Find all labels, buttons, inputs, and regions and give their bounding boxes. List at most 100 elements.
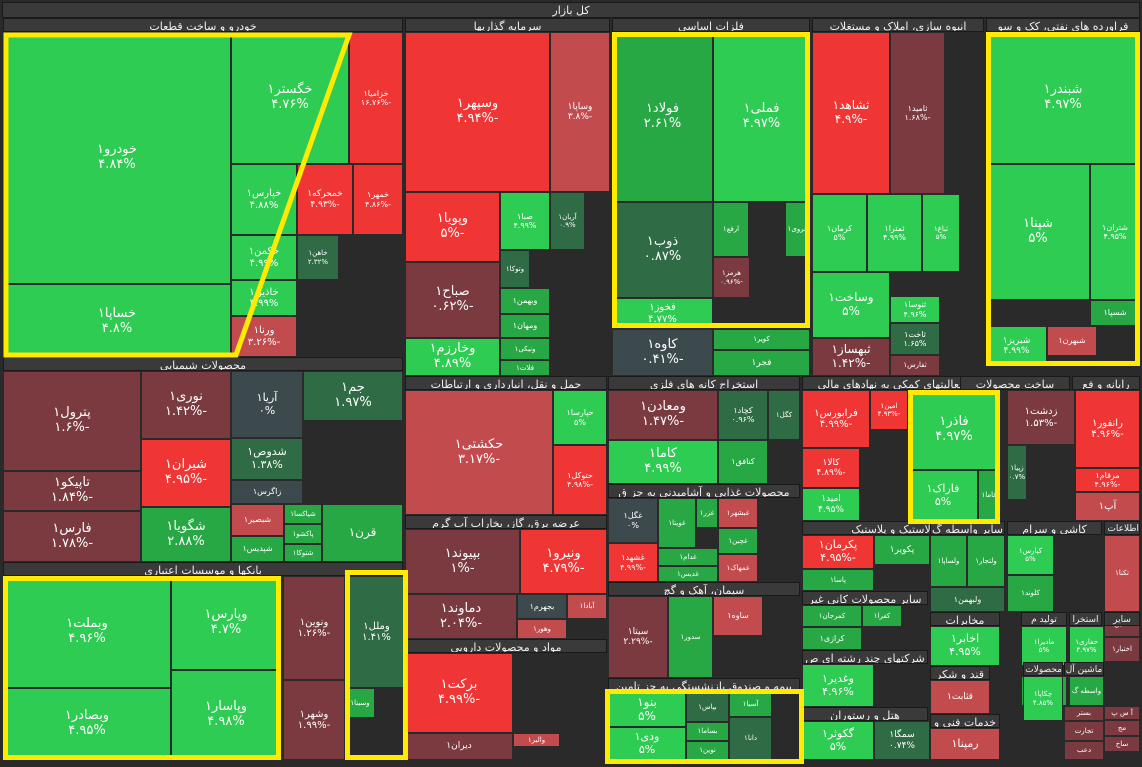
stock-tile[interactable]: وخارزم۱ ۴.۸۹%: [405, 338, 500, 376]
stock-tile[interactable]: ذوب۱ ۰.۸۷%: [612, 202, 713, 298]
stock-tile[interactable]: تکنا۱: [1104, 535, 1140, 612]
stock-tile[interactable]: کالا۱ -۴.۸۹%: [802, 448, 860, 488]
stock-tile[interactable]: ثاخت۱ ۱.۶۵%: [890, 323, 940, 355]
stock-tile[interactable]: کفرا۱: [862, 605, 902, 627]
stock-tile[interactable]: تاپیکو۱ -۱.۸۴%: [3, 471, 141, 511]
stock-tile[interactable]: فاما۱: [978, 470, 1000, 521]
stock-tile[interactable]: زاگرس۱: [231, 480, 303, 504]
stock-tile[interactable]: ومعادن۱ -۱.۴۷%: [608, 390, 718, 440]
stock-tile[interactable]: امید۱ ۴.۹۵%: [802, 488, 860, 521]
stock-tile[interactable]: مادیرا۱ ۵%: [1021, 626, 1067, 666]
stock-tile[interactable]: کگل۱: [768, 390, 800, 440]
stock-tile[interactable]: امین۱ -۴.۹۳%: [870, 390, 908, 430]
stock-tile[interactable]: غچین۱: [718, 528, 758, 554]
stock-tile[interactable]: بساما۱: [686, 722, 729, 741]
stock-tile[interactable]: دعب: [1064, 741, 1104, 760]
stock-tile[interactable]: ونیکی۱: [500, 338, 550, 360]
stock-tile[interactable]: زدشت۱ -۱.۵۳%: [1007, 390, 1075, 445]
stock-tile[interactable]: حتوکل۱ -۴.۹۸%: [553, 445, 607, 515]
stock-tile[interactable]: فرابورس۱ -۴.۹۹%: [802, 390, 870, 448]
stock-tile[interactable]: صباح۱ -۰.۶۲%: [405, 262, 500, 338]
stock-tile[interactable]: وساخت۱ ۵%: [812, 272, 890, 338]
stock-tile[interactable]: خمحرکه۱ -۴.۹۳%: [297, 164, 353, 235]
stock-tile[interactable]: کاوه۱ -۰.۴۱%: [612, 329, 713, 376]
stock-tile[interactable]: شبهرن۱: [1047, 326, 1097, 356]
stock-tile[interactable]: شتوکا۱: [284, 544, 322, 562]
stock-tile[interactable]: وسینا۱: [345, 688, 375, 718]
stock-tile[interactable]: غدام۱: [658, 548, 718, 566]
stock-tile[interactable]: فاراک۱ ۵%: [908, 470, 978, 521]
stock-tile[interactable]: شتران۱ ۴.۹۵%: [1090, 164, 1140, 300]
stock-tile[interactable]: بپیوند۱ -۱%: [405, 529, 520, 594]
stock-tile[interactable]: پاکشو۱: [284, 524, 322, 544]
stock-tile[interactable]: شگویا۱ ۲.۸۸%: [141, 507, 231, 562]
stock-tile[interactable]: وپاسار۱ ۴.۹۸%: [171, 670, 281, 760]
stock-tile[interactable]: اختبار۱: [1104, 637, 1140, 662]
stock-tile[interactable]: خمهر۱ -۴.۸۶%: [353, 164, 403, 235]
stock-tile[interactable]: نوری۱ -۱.۴۲%: [141, 371, 231, 439]
stock-tile[interactable]: بستر: [1064, 706, 1104, 721]
stock-tile[interactable]: غمهاک۱: [718, 554, 758, 582]
stock-tile[interactable]: غزر۱: [696, 498, 718, 528]
stock-tile[interactable]: جم۱ ۱.۹۷%: [303, 371, 403, 421]
stock-tile[interactable]: ثشاهد۱ -۴.۹%: [812, 32, 890, 194]
stock-tile[interactable]: کچاد۱ ۰.۹۶%: [718, 390, 768, 440]
stock-tile[interactable]: شدوص۱ ۱.۳۸%: [231, 438, 303, 480]
stock-tile[interactable]: شبصیر۱: [231, 504, 284, 536]
stock-tile[interactable]: زپیا۱ ۰.۷%: [1007, 445, 1027, 500]
stock-tile[interactable]: شسپا۱: [1090, 300, 1140, 326]
stock-tile[interactable]: ثباغ۱ ۵%: [922, 194, 960, 272]
stock-tile[interactable]: فروی۱: [785, 202, 810, 257]
stock-tile[interactable]: بپاس۱: [686, 692, 729, 722]
stock-tile[interactable]: وساپا۱ -۳.۸%: [550, 32, 610, 192]
stock-tile[interactable]: حکشتی۱ -۳.۱۷%: [405, 390, 553, 515]
stock-tile[interactable]: ثفارس۱: [890, 355, 940, 376]
stock-tile[interactable]: فملی۱ ۴.۹۷%: [713, 32, 810, 202]
stock-tile[interactable]: غبشهر۱: [718, 498, 758, 528]
stock-tile[interactable]: ثبهساز۱ -۱.۴۲%: [812, 338, 890, 376]
stock-tile[interactable]: خاذین۱ ۴.۹۹%: [231, 280, 297, 316]
stock-tile[interactable]: آریان۱ ۰.۹%: [550, 192, 585, 250]
stock-tile[interactable]: برکت۱ -۴.۹۹%: [405, 653, 513, 733]
stock-tile[interactable]: مج: [1104, 720, 1140, 736]
stock-tile[interactable]: ونوین۱ -۱.۲۶%: [283, 576, 345, 680]
stock-tile[interactable]: سمگا۱ ۰.۷۴%: [874, 721, 930, 760]
stock-tile[interactable]: پکرمان۱ -۴.۹۵%: [802, 535, 874, 569]
stock-tile[interactable]: ساخ: [1104, 736, 1140, 752]
stock-tile[interactable]: فخوز۱ ۴.۷۷%: [612, 298, 713, 329]
stock-tile[interactable]: گکوثر۱ ۵%: [802, 721, 874, 760]
stock-tile[interactable]: شبندر۱ ۴.۹۷%: [986, 32, 1140, 164]
stock-tile[interactable]: ثمترا۱ ۴.۹۹%: [867, 194, 922, 272]
stock-tile[interactable]: شپنا۱ ۵%: [986, 164, 1090, 300]
stock-tile[interactable]: آپ۱: [1075, 492, 1140, 521]
stock-tile[interactable]: غشهد۱ -۴.۹۹%: [608, 543, 658, 582]
stock-tile[interactable]: خگستر۱ ۴.۷۶%: [231, 32, 349, 164]
stock-tile[interactable]: وغدیر۱ ۴.۹۶%: [802, 664, 874, 707]
stock-tile[interactable]: وملل۱ ۱.۴۱%: [345, 576, 408, 688]
stock-tile[interactable]: شیران۱ -۴.۹۵%: [141, 439, 231, 507]
stock-tile[interactable]: واسطه گ: [1069, 676, 1104, 706]
stock-tile[interactable]: حپارسا۱ ۵%: [553, 390, 607, 445]
stock-tile[interactable]: کمرجان۱: [802, 605, 862, 627]
stock-tile[interactable]: کرمان۱ ۵%: [812, 194, 867, 272]
stock-tile[interactable]: ولتجار۱: [967, 535, 1005, 587]
stock-tile[interactable]: سدور۱: [668, 596, 713, 678]
stock-tile[interactable]: ثنوسا۱ ۴.۹۶%: [890, 296, 940, 323]
stock-tile[interactable]: وسپهر۱ -۴.۹۴%: [405, 32, 550, 192]
stock-tile[interactable]: وشهر۱ -۱.۹۹%: [283, 680, 345, 760]
stock-tile[interactable]: کلوند۱: [1007, 575, 1054, 612]
stock-tile[interactable]: شپاکسا۱: [284, 504, 322, 524]
stock-tile[interactable]: آ س پ: [1104, 706, 1140, 720]
stock-tile[interactable]: فارس۱ -۱.۷۸%: [3, 511, 141, 562]
stock-tile[interactable]: اخابر۱ ۴.۹۵%: [930, 626, 1000, 666]
stock-tile[interactable]: آبادا۱: [567, 594, 607, 619]
stock-tile[interactable]: آسیا۱: [729, 692, 772, 717]
stock-tile[interactable]: ارفع۱: [713, 202, 749, 257]
stock-tile[interactable]: ساوه۱: [713, 596, 763, 636]
stock-tile[interactable]: قرن۱: [322, 504, 403, 562]
stock-tile[interactable]: وتوکا۱: [500, 250, 530, 288]
stock-tile[interactable]: فلات۱: [500, 360, 550, 376]
stock-tile[interactable]: غگل۱ ۰%: [608, 498, 658, 543]
stock-tile[interactable]: کویر۱: [713, 329, 810, 350]
stock-tile[interactable]: نوین۱: [686, 741, 729, 760]
